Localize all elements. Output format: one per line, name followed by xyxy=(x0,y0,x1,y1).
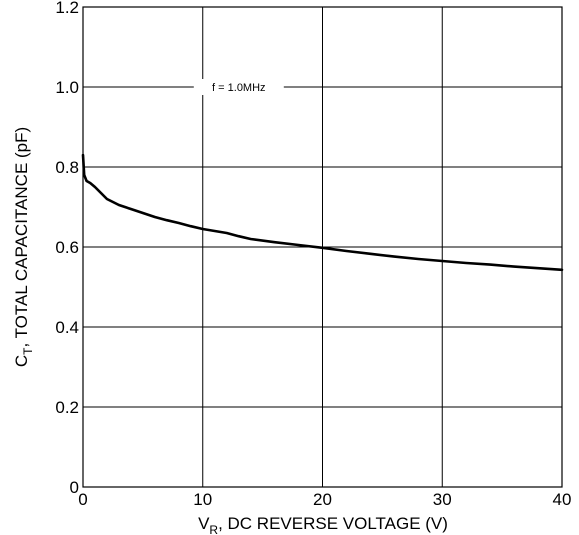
annotation-background xyxy=(193,79,284,95)
y-axis-title-rest: , TOTAL CAPACITANCE (pF) xyxy=(12,127,31,348)
x-tick-label-1: 10 xyxy=(193,490,212,509)
frequency-annotation: f = 1.0MHz xyxy=(212,82,266,94)
plot-frame xyxy=(82,6,563,488)
x-tick-label-3: 30 xyxy=(433,490,452,509)
x-tick-label-4: 40 xyxy=(553,490,572,509)
plot-border xyxy=(82,6,563,488)
y-tick-label-3: 0.6 xyxy=(55,238,79,257)
y-tick-label-0: 0 xyxy=(70,478,79,497)
tick-labels: 0 0.2 0.4 0.6 0.8 1.0 1.2 0 10 20 30 40 xyxy=(55,0,571,509)
y-axis-title: CT, TOTAL CAPACITANCE (pF) xyxy=(12,127,35,367)
y-axis-title-subscript: T xyxy=(21,347,35,355)
x-axis-title-rest: , DC REVERSE VOLTAGE (V) xyxy=(218,514,448,533)
x-axis-title-subscript: R xyxy=(209,523,218,535)
x-axis-title: VR, DC REVERSE VOLTAGE (V) xyxy=(198,514,448,535)
y-tick-label-2: 0.4 xyxy=(55,318,79,337)
annotation-layer: f = 1.0MHz xyxy=(193,79,284,95)
y-tick-label-5: 1.0 xyxy=(55,78,79,97)
y-tick-label-4: 0.8 xyxy=(55,158,79,177)
capacitance-curve-0 xyxy=(81,153,564,272)
x-tick-label-2: 20 xyxy=(313,490,332,509)
series-layer xyxy=(81,153,564,272)
y-tick-label-6: 1.2 xyxy=(55,0,79,17)
y-tick-label-1: 0.2 xyxy=(55,398,79,417)
x-tick-label-0: 0 xyxy=(78,490,87,509)
